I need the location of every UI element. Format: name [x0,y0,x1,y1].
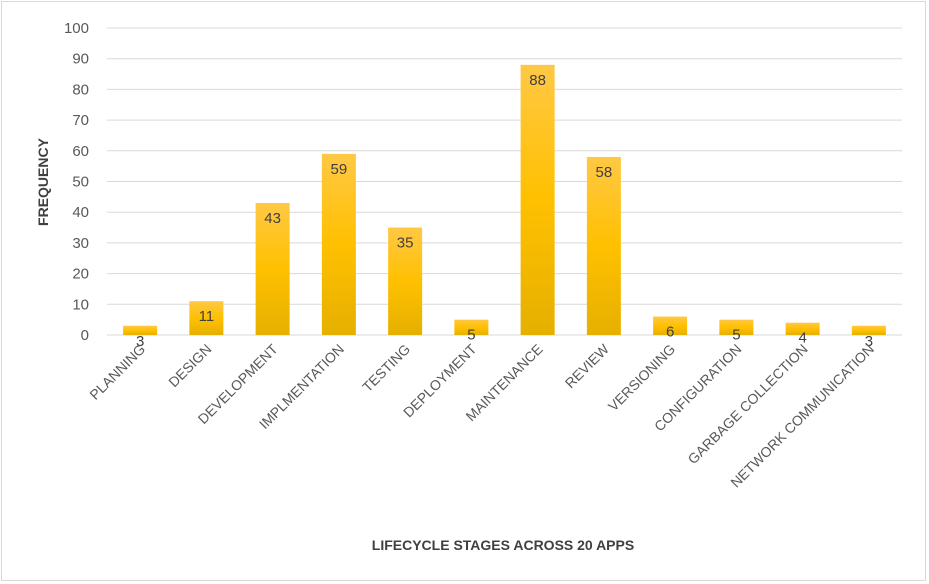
data-label-5: 5 [467,327,475,344]
data-label-9: 5 [732,327,740,344]
gridlines [107,27,902,336]
data-label-8: 6 [666,324,674,341]
y-tick-label-40: 40 [72,204,89,221]
category-label-8: VERSIONING [605,341,678,414]
category-label-4: TESTING [359,341,413,395]
y-tick-label-20: 20 [72,266,89,283]
category-label-1: DESIGN [165,341,214,390]
y-tick-label-30: 30 [72,235,89,252]
bar-configuration [719,319,754,335]
y-axis-title: FREQUENCY [35,137,51,226]
bar-network-communication [851,325,886,335]
data-label-2: 43 [264,210,281,227]
category-label-7: REVIEW [562,340,613,391]
bar-testing [388,227,423,335]
bar-versioning [653,316,688,335]
y-tick-label-0: 0 [81,327,89,344]
bar-deployment [454,319,489,335]
y-tick-label-70: 70 [72,112,89,129]
bar-implmentation [321,153,356,335]
category-label-11: NETWORK COMMUNICATION [727,341,877,491]
data-label-3: 59 [331,161,348,178]
y-tick-label-50: 50 [72,174,89,191]
y-tick-label-90: 90 [72,51,89,68]
y-tick-label-80: 80 [72,81,89,98]
bar-garbage-collection [785,322,820,335]
data-label-7: 58 [596,164,613,181]
category-label-10: GARBAGE COLLECTION [684,341,810,467]
bar-review [586,156,621,335]
x-axis-title: LIFECYCLE STAGES ACROSS 20 APPS [372,537,634,553]
bar-planning [123,325,158,335]
bars [123,64,886,335]
bar-development [255,202,290,335]
y-axis-ticks: 0 10 20 30 40 50 60 70 80 90 100 [64,20,89,344]
data-label-0: 3 [136,333,144,350]
category-label-0: PLANNING [86,341,148,403]
bar-design [189,301,224,335]
data-label-4: 35 [397,235,414,252]
data-label-6: 88 [529,72,546,89]
bar-maintenance [520,64,555,335]
data-label-11: 3 [865,333,873,350]
y-tick-label-100: 100 [64,20,89,37]
data-label-10: 4 [798,330,806,347]
y-tick-label-10: 10 [72,296,89,313]
data-label-1: 11 [199,308,215,325]
y-tick-label-60: 60 [72,143,89,160]
